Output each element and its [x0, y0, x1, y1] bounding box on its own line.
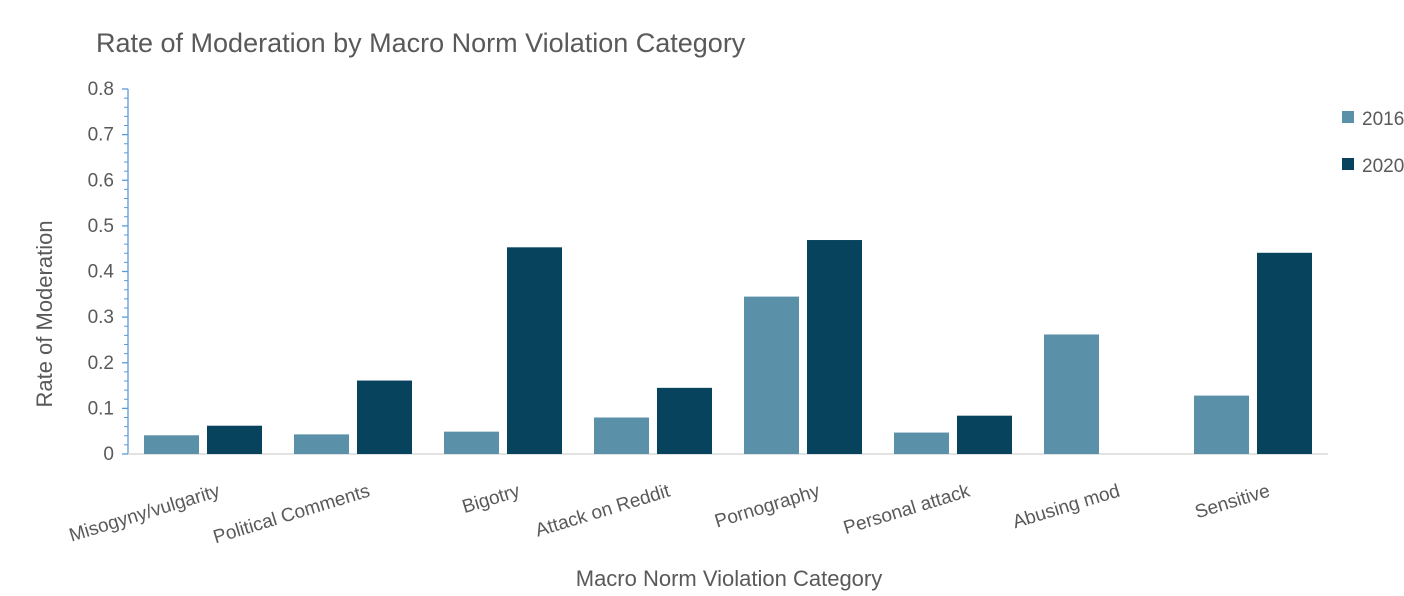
category-label: Misogyny/vulgarity	[67, 481, 223, 547]
category-label: Attack on Reddit	[533, 480, 673, 541]
y-tick-label: 0.1	[88, 398, 114, 419]
bar-2020-8	[1257, 252, 1312, 454]
bar-2016-4	[594, 417, 649, 454]
category-label: Political Comments	[211, 481, 373, 549]
y-tick-label: 0.4	[88, 262, 115, 283]
y-tick-label: 0.5	[88, 216, 114, 237]
bar-2020-6	[957, 415, 1012, 454]
bar-2016-3	[444, 431, 499, 454]
bar-2016-8	[1194, 395, 1249, 454]
y-tick-label: 0.6	[88, 170, 114, 191]
category-label: Sensitive	[1193, 481, 1273, 524]
y-tick-label: 0.7	[88, 125, 114, 146]
legend-swatch-2016	[1342, 111, 1354, 123]
category-label: Pornography	[712, 481, 823, 533]
chart-title: Rate of Moderation by Macro Norm Violati…	[96, 28, 746, 58]
bar-2016-6	[894, 432, 949, 454]
bar-2020-5	[807, 240, 862, 454]
bar-2016-7	[1044, 334, 1099, 454]
x-axis-label: Macro Norm Violation Category	[576, 566, 883, 591]
category-label: Abusing mod	[1010, 481, 1122, 534]
legend-label-2016: 2016	[1362, 109, 1404, 130]
legend-label-2020: 2020	[1362, 156, 1404, 177]
bar-2016-5	[744, 296, 799, 454]
y-tick-label: 0.2	[88, 353, 114, 374]
legend-swatch-2020	[1342, 158, 1354, 170]
bar-2020-1	[207, 425, 262, 454]
legend: 2016 2020	[1342, 109, 1404, 177]
y-axis: 0 0.1 0.2 0.3 0.4 0.5 0.6 0.7 0.8	[88, 79, 129, 465]
bar-2016-1	[144, 435, 199, 454]
y-tick-label: 0.8	[88, 79, 114, 100]
category-label: Personal attack	[841, 481, 973, 540]
bar-2016-2	[294, 434, 349, 454]
y-tick-label: 0	[103, 444, 114, 465]
y-tick-label: 0.3	[88, 307, 114, 328]
bar-2020-2	[357, 380, 412, 454]
bar-2020-4	[657, 387, 712, 454]
bars-group	[144, 240, 1312, 454]
category-label: Bigotry	[460, 481, 523, 519]
bar-2020-3	[507, 247, 562, 454]
y-axis-label: Rate of Moderation	[32, 220, 57, 407]
